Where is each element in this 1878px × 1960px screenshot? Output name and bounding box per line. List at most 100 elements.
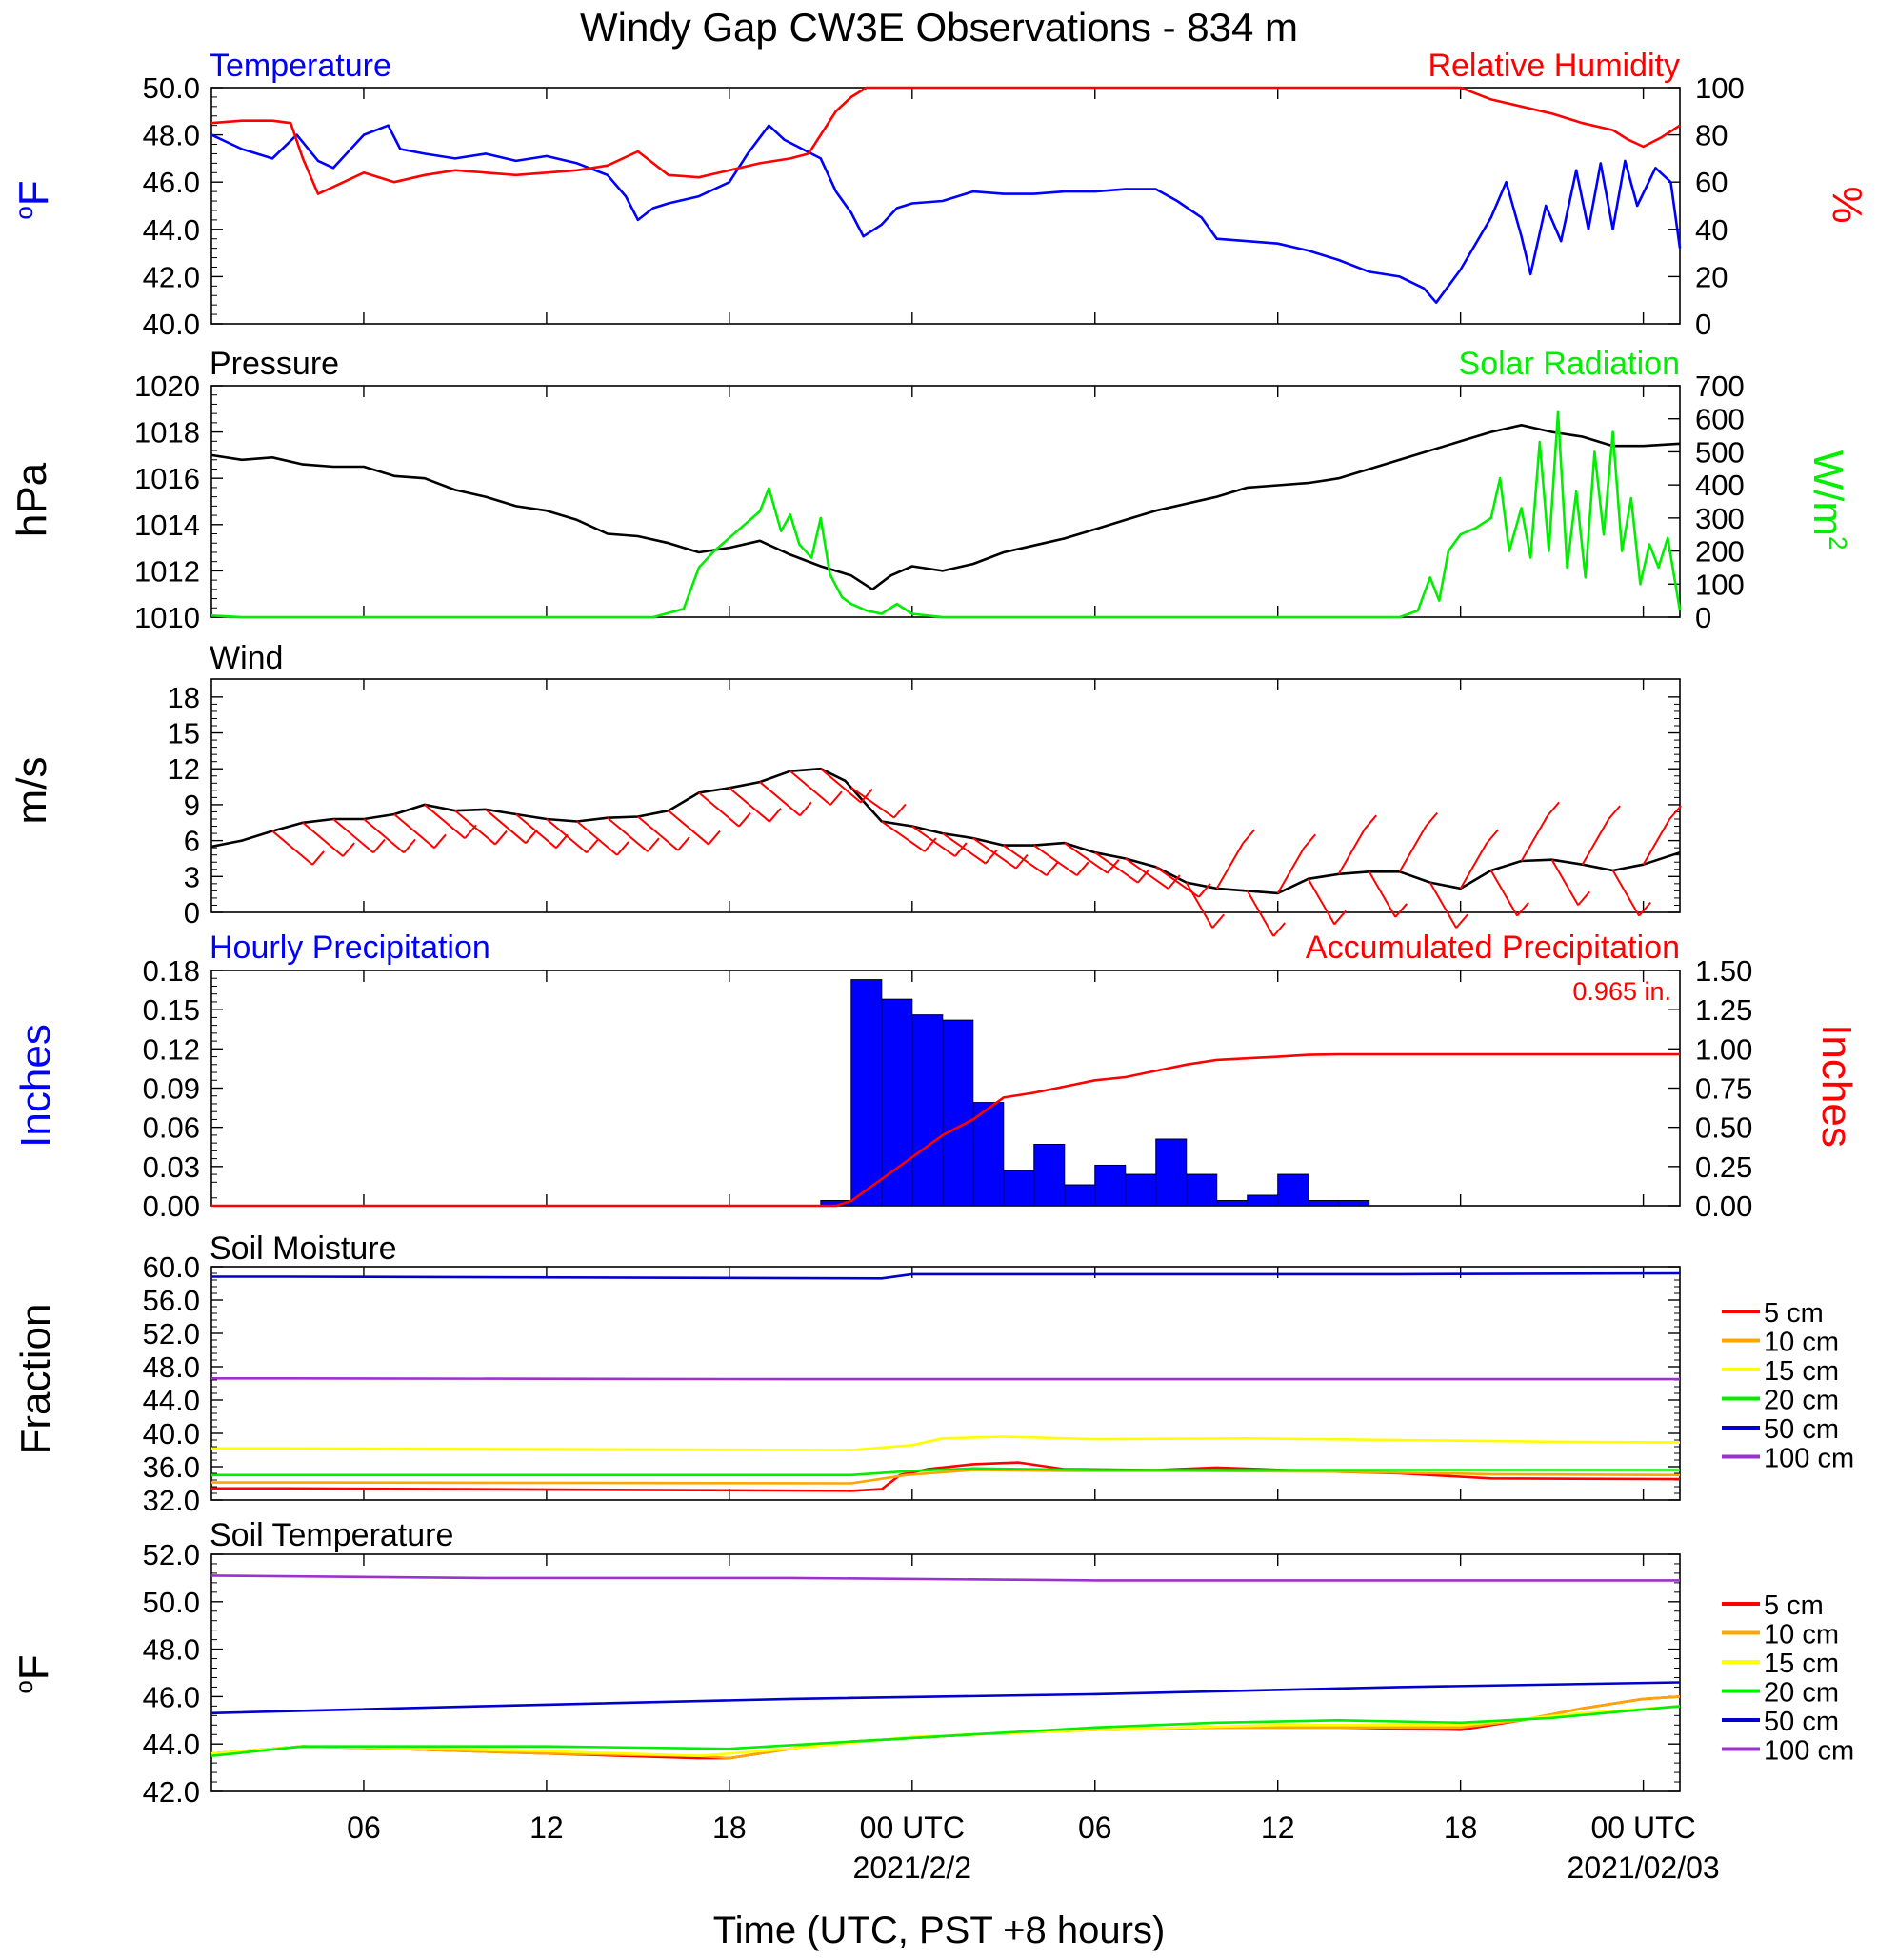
y-right-tick-label: 0.75 [1695,1072,1752,1106]
y-right-tick-label: 500 [1695,435,1745,469]
wind-barb [1003,844,1048,877]
wind-barb-flag [433,833,447,849]
wind-barb-flag [647,837,660,852]
y-tick-label: 1010 [134,601,200,634]
y-tick-label: 48.0 [143,1633,200,1667]
precip-bar [942,1019,974,1207]
y-tick-label: 44.0 [143,213,200,247]
hourly-precip-title: Hourly Precipitation [210,930,490,966]
series-line-pressure [210,423,1681,591]
wind-barb [698,791,740,828]
temperature-unit-label: oF [10,180,57,219]
series-line-20-cm [211,1467,1680,1477]
accumulated-precip-title: Accumulated Precipitation [1306,930,1680,966]
wind-barb-flag [403,838,416,854]
wind-barb-flag [954,842,968,857]
wind-barb-flag [893,803,907,819]
wind-barb-flag [1333,910,1347,926]
y-right-tick-label: 20 [1695,260,1728,293]
wind-barb-flag [1516,902,1529,917]
legend-label: 50 cm [1764,1414,1839,1445]
humidity-unit-label: % [1824,186,1870,223]
wind-barb-flag [738,812,751,828]
wind-barb-flag [924,837,937,852]
wind-barb [515,813,557,850]
wind-barb-flag [1455,913,1468,929]
legend-label: 15 cm [1764,1356,1839,1387]
series-line-50-cm [211,1271,1681,1280]
wind-barb-flag [1577,890,1590,907]
series-line-100-cm [210,1574,1680,1582]
y-tick-label: 0.15 [143,993,200,1027]
y-tick-label: 50.0 [143,1586,200,1619]
wind-barb [1368,870,1397,918]
legend-label: 10 cm [1764,1620,1839,1650]
y-tick-label: 1012 [134,554,200,588]
wind-barb [1398,826,1428,872]
y-tick-label: 9 [184,789,200,822]
wind-barb-flag [311,850,325,866]
legend-label: 5 cm [1764,1298,1824,1329]
wind-title: Wind [210,640,283,676]
wind-barb [393,813,435,850]
y-right-tick-label: 0 [1695,308,1711,341]
panel-precipitation: Hourly Precipitation Accumulated Precipi… [12,930,1860,1223]
x-tick-label: 12 [1261,1810,1295,1845]
legend-label: 15 cm [1764,1649,1839,1679]
wind-barb [1550,859,1580,906]
precip-bar [1003,1170,1035,1207]
y-right-tick-label: 0.25 [1695,1150,1752,1184]
y-right-tick-label: 60 [1695,166,1728,199]
wind-barb-flag [1015,853,1029,870]
wind-barb [789,770,831,806]
y-tick-label: 32.0 [143,1484,200,1517]
wind-barb [1642,818,1670,866]
wind-barb-flag [1303,833,1316,849]
wind-barb [332,818,374,854]
wind-barb-flag [616,841,629,856]
series-line-temperature [210,124,1682,305]
precip-bar [1064,1184,1096,1207]
x-tick-label: 00 UTC [860,1810,965,1845]
wind-barb [1215,842,1245,890]
wind-barb [1520,814,1549,862]
x-date-label: 2021/2/2 [853,1850,972,1885]
wind-barb-flag [1137,869,1150,884]
wind-barb-flag [1638,902,1651,917]
soil-moisture-unit-label: Fraction [12,1304,59,1455]
wind-barb [759,781,801,817]
solar-unit-label: W/m2 [1805,450,1852,550]
panel-temperature-humidity: Temperature Relative Humidity oF % 40.0 4… [10,48,1870,341]
y-right-tick-label: 80 [1695,119,1728,152]
plot-frame [210,87,1681,325]
y-right-tick-label: 1.00 [1695,1032,1752,1066]
series-line-relative-humidity [210,86,1681,195]
x-tick-label: 06 [1078,1810,1112,1845]
legend-label: 100 cm [1764,1444,1854,1474]
y-tick-label: 0.00 [143,1190,200,1223]
figure-title: Windy Gap CW3E Observations - 834 m [580,5,1298,50]
y-tick-label: 40.0 [143,1417,200,1450]
wind-barb [485,809,527,845]
panel-soil-temperature: Soil Temperature oF 42.0 44.0 46.0 48.0 50.0… [10,1517,1854,1885]
y-right-tick-label: 0.00 [1695,1190,1752,1223]
x-date-label: 2021/02/03 [1568,1850,1720,1885]
y-tick-label: 0.09 [143,1072,200,1106]
wind-barb [729,787,770,823]
wind-barb-flag [1364,814,1377,830]
panel-pressure-solar: Pressure Solar Radiation hPa W/m2 1010 10… [9,346,1852,634]
y-tick-label: 1018 [134,416,200,450]
y-tick-label: 46.0 [143,1680,200,1713]
precip-bar [881,998,913,1207]
y-right-tick-label: 600 [1695,403,1745,436]
wind-barb-flag [1168,874,1181,890]
wind-barb-flag [1608,805,1621,820]
wind-barb [972,837,1017,870]
wind-barb-flag [860,788,873,804]
accumulated-precip-unit-label: Inches [1813,1024,1860,1148]
precip-bar [1094,1164,1127,1207]
y-tick-label: 42.0 [143,260,200,293]
y-right-tick-label: 1.25 [1695,993,1752,1027]
wind-barb-flag [1272,922,1286,937]
